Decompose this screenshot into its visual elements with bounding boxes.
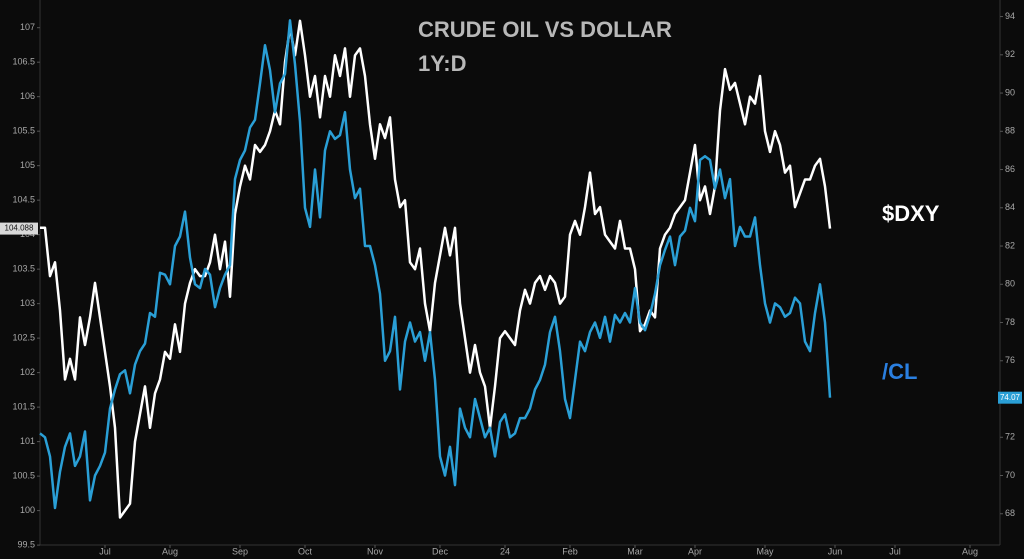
last-value-badge bbox=[0, 222, 38, 235]
y-tick-label: 105 bbox=[20, 160, 35, 170]
y2-tick-label: 88 bbox=[1005, 126, 1015, 136]
y-tick-label: 101.5 bbox=[12, 402, 35, 412]
y-tick-label: 104.5 bbox=[12, 195, 35, 205]
series-line bbox=[39, 19, 832, 510]
y2-tick-label: 78 bbox=[1005, 317, 1015, 327]
y2-tick-label: 94 bbox=[1005, 11, 1015, 21]
last-value-badge bbox=[998, 391, 1022, 404]
y-tick-label: 102.5 bbox=[12, 333, 35, 343]
x-tick-label: May bbox=[756, 546, 774, 556]
y-tick-label: 106 bbox=[20, 91, 35, 101]
y-tick-label: 101 bbox=[20, 436, 35, 446]
y-tick-label: 103.5 bbox=[12, 264, 35, 274]
y-tick-label: 106.5 bbox=[12, 57, 35, 67]
y2-tick-label: 70 bbox=[1005, 470, 1015, 480]
x-tick-label: Sep bbox=[232, 546, 248, 556]
chart-subtitle: 1Y:D bbox=[418, 51, 467, 76]
y-tick-label: 102 bbox=[20, 367, 35, 377]
y2-tick-label: 72 bbox=[1005, 432, 1015, 442]
chart-title: CRUDE OIL VS DOLLAR bbox=[418, 17, 672, 42]
y-tick-label: 99.5 bbox=[17, 539, 35, 549]
x-tick-label: Jun bbox=[828, 546, 843, 556]
x-tick-label: Apr bbox=[688, 546, 702, 556]
y2-tick-label: 76 bbox=[1005, 355, 1015, 365]
last-value-label: 74.07 bbox=[1000, 393, 1021, 402]
last-value-label: 104.088 bbox=[5, 224, 34, 233]
y2-tick-label: 92 bbox=[1005, 49, 1015, 59]
y2-tick-label: 90 bbox=[1005, 87, 1015, 97]
legend-label: /CL bbox=[882, 359, 917, 384]
x-tick-label: Dec bbox=[432, 546, 449, 556]
y-tick-label: 105.5 bbox=[12, 126, 35, 136]
y-tick-label: 100 bbox=[20, 505, 35, 515]
x-tick-label: Mar bbox=[627, 546, 643, 556]
x-tick-label: Jul bbox=[99, 546, 111, 556]
x-tick-label: Feb bbox=[562, 546, 578, 556]
y2-tick-label: 68 bbox=[1005, 508, 1015, 518]
y-tick-label: 107 bbox=[20, 22, 35, 32]
y-tick-label: 100.5 bbox=[12, 470, 35, 480]
y2-tick-label: 80 bbox=[1005, 279, 1015, 289]
x-tick-label: Nov bbox=[367, 546, 384, 556]
y2-tick-label: 82 bbox=[1005, 240, 1015, 250]
y2-tick-label: 84 bbox=[1005, 202, 1015, 212]
y-tick-label: 103 bbox=[20, 298, 35, 308]
legend-label: $DXY bbox=[882, 201, 940, 226]
x-tick-label: Jul bbox=[889, 546, 901, 556]
x-tick-label: Oct bbox=[298, 546, 313, 556]
y2-tick-label: 86 bbox=[1005, 164, 1015, 174]
x-tick-label: Aug bbox=[162, 546, 178, 556]
x-tick-label: Aug bbox=[962, 546, 978, 556]
x-tick-label: 24 bbox=[500, 546, 510, 556]
